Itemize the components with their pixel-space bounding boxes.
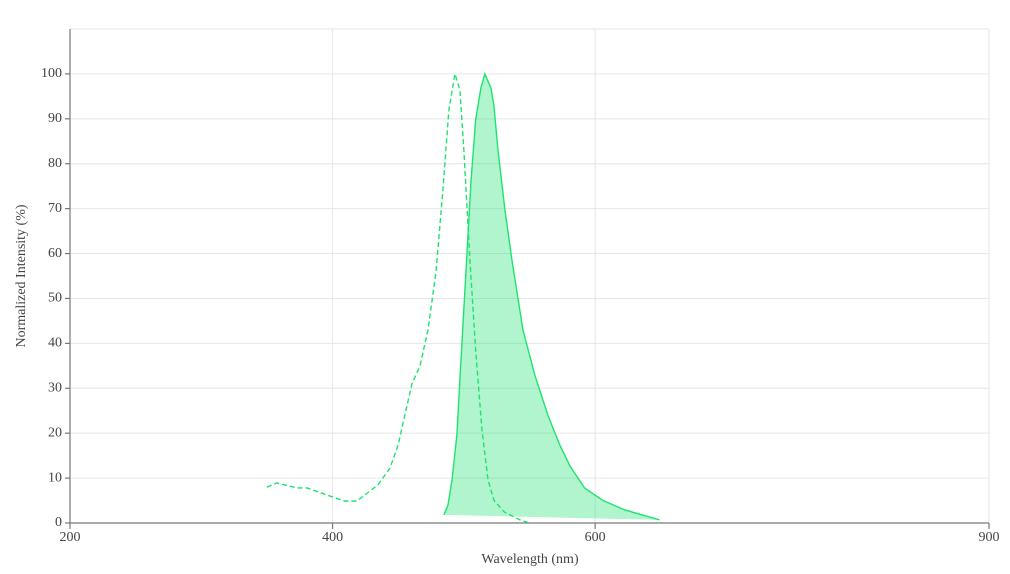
x-tick-label: 200: [60, 530, 81, 545]
x-tick-label: 900: [979, 530, 1000, 545]
y-tick-label: 40: [48, 336, 62, 351]
y-tick-label: 50: [48, 291, 62, 306]
y-tick-label: 80: [48, 156, 62, 171]
y-tick-label: 30: [48, 380, 62, 395]
x-axis-title: Wavelength (nm): [481, 552, 579, 567]
spectrum-area: [443, 71, 660, 521]
y-tick-label: 70: [48, 201, 62, 216]
y-tick-label: 100: [41, 66, 62, 81]
y-tick-label: 0: [55, 515, 62, 530]
y-tick-label: 60: [48, 246, 62, 261]
spectrum-line: [266, 73, 530, 524]
y-tick-label: 90: [48, 111, 62, 126]
y-tick-label: 20: [48, 425, 62, 440]
x-tick-label: 600: [585, 530, 606, 545]
y-tick-label: 10: [48, 470, 62, 485]
x-tick-label: 400: [322, 530, 343, 545]
y-axis-title: Normalized Intensity (%): [14, 204, 29, 347]
